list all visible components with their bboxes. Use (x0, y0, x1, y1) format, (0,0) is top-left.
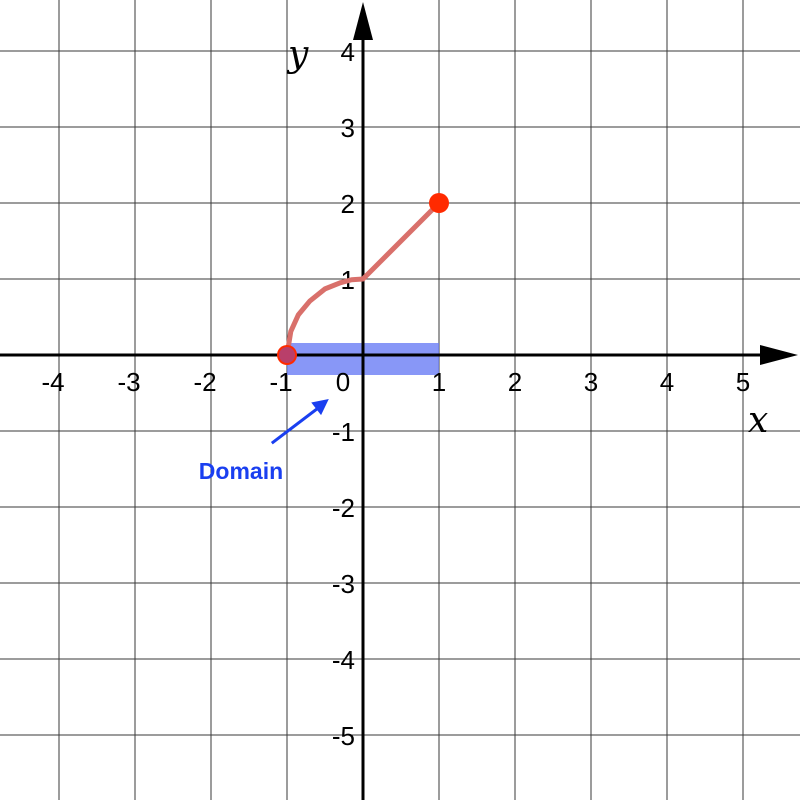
endpoints-group (277, 193, 449, 365)
x-axis-label: x (748, 400, 768, 441)
y-tick-label: -2 (332, 493, 355, 523)
x-tick-label: -1 (269, 367, 292, 397)
y-tick-label: -3 (332, 569, 355, 599)
x-tick-label: 0 (336, 367, 350, 397)
domain-annotation-arrow (270, 404, 322, 445)
y-axis-arrowhead (353, 2, 373, 40)
x-tick-label: 3 (584, 367, 598, 397)
y-tick-label: -1 (332, 417, 355, 447)
y-axis-label: y (286, 34, 309, 75)
x-axis-arrowhead (760, 345, 798, 365)
y-tick-label: 4 (341, 37, 355, 67)
domain-annotation-arrowhead (311, 399, 329, 416)
endpoint-overlap-marker (279, 347, 295, 363)
x-tick-label: -2 (193, 367, 216, 397)
function-curve (284, 200, 442, 358)
series-group (284, 200, 442, 358)
x-tick-label: 1 (432, 367, 446, 397)
x-tick-label: 2 (508, 367, 522, 397)
x-tick-label: -4 (41, 367, 64, 397)
y-tick-label: 2 (341, 189, 355, 219)
x-tick-label: 4 (660, 367, 674, 397)
x-tick-label: 5 (736, 367, 750, 397)
domain-annotation-label: Domain (199, 458, 283, 484)
endpoint-marker (429, 193, 449, 213)
y-tick-label: 3 (341, 113, 355, 143)
y-tick-label: -4 (332, 645, 355, 675)
y-tick-label: -5 (332, 721, 355, 751)
x-tick-label: -3 (117, 367, 140, 397)
annotation-group: Domain (199, 399, 329, 484)
